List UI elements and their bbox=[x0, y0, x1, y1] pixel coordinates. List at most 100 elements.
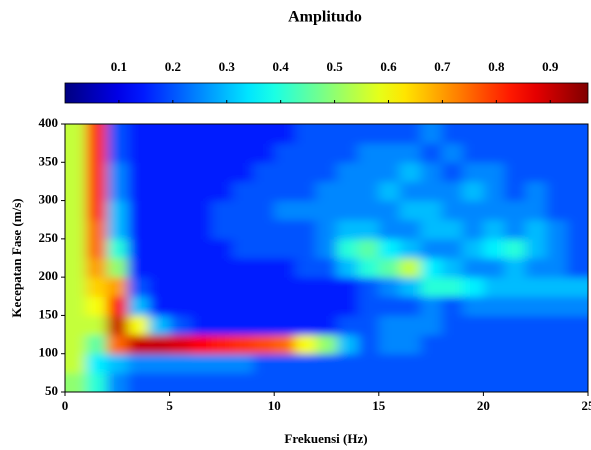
heatmap-cell bbox=[336, 124, 359, 144]
heatmap-cell bbox=[504, 200, 526, 221]
heatmap-cell bbox=[211, 315, 233, 336]
heatmap-cell bbox=[65, 277, 87, 297]
heatmap-cell bbox=[336, 219, 359, 240]
heatmap-cell bbox=[274, 200, 296, 221]
heatmap-cell bbox=[295, 162, 317, 182]
heatmap-cell bbox=[106, 200, 129, 221]
heatmap-cell bbox=[106, 296, 129, 316]
heatmap-cell bbox=[504, 181, 526, 202]
heatmap-cell bbox=[295, 143, 317, 163]
heatmap-cell bbox=[232, 124, 254, 144]
heatmap-cell bbox=[85, 162, 108, 182]
heatmap-cell bbox=[504, 315, 526, 336]
heatmap-cell bbox=[483, 296, 505, 316]
heatmap-cell bbox=[211, 296, 233, 316]
heatmap-cell bbox=[525, 315, 547, 336]
heatmap-cell bbox=[420, 200, 443, 221]
heatmap-cell bbox=[399, 372, 422, 392]
heatmap-cell bbox=[190, 353, 212, 374]
heatmap-cell bbox=[546, 124, 568, 144]
heatmap-cell bbox=[399, 181, 422, 202]
heatmap-cell bbox=[253, 238, 275, 259]
heatmap-cell bbox=[232, 162, 254, 182]
heatmap-cell bbox=[106, 258, 129, 278]
heatmap-cell bbox=[85, 258, 108, 278]
heatmap-cell bbox=[316, 200, 338, 221]
heatmap-cell bbox=[546, 162, 568, 182]
heatmap-cell bbox=[169, 296, 192, 316]
heatmap-cell bbox=[420, 296, 443, 316]
heatmap-cell bbox=[148, 315, 171, 336]
heatmap-cell bbox=[399, 353, 422, 374]
heatmap-cell bbox=[357, 315, 380, 336]
heatmap-cell bbox=[85, 200, 108, 221]
heatmap-cell bbox=[316, 334, 338, 355]
heatmap-cell bbox=[295, 200, 317, 221]
heatmap-cell bbox=[274, 277, 296, 297]
heatmap-cell bbox=[462, 219, 484, 240]
heatmap-cell bbox=[504, 219, 526, 240]
heatmap-cell bbox=[336, 372, 359, 392]
heatmap-cell bbox=[336, 315, 359, 336]
heatmap-cell bbox=[211, 277, 233, 297]
heatmap-cell bbox=[232, 315, 254, 336]
heatmap-cell bbox=[190, 162, 212, 182]
heatmap-cell bbox=[441, 143, 463, 163]
heatmap-cell bbox=[274, 258, 296, 278]
heatmap-cell bbox=[504, 238, 526, 259]
heatmap-cell bbox=[357, 372, 380, 392]
heatmap-cell bbox=[127, 315, 150, 336]
heatmap-cell bbox=[462, 238, 484, 259]
heatmap-cell bbox=[567, 334, 588, 355]
heatmap-cell bbox=[316, 372, 338, 392]
colorbar-tick-label: 0.6 bbox=[380, 59, 397, 74]
heatmap-cell bbox=[253, 334, 275, 355]
heatmap-cell bbox=[127, 277, 150, 297]
heatmap-cell bbox=[462, 372, 484, 392]
heatmap-cell bbox=[148, 372, 171, 392]
heatmap-cell bbox=[211, 181, 233, 202]
heatmap-cell bbox=[274, 162, 296, 182]
heatmap-cell bbox=[546, 238, 568, 259]
heatmap-cell bbox=[420, 372, 443, 392]
heatmap-cell bbox=[483, 181, 505, 202]
heatmap-cell bbox=[190, 181, 212, 202]
heatmap-cell bbox=[253, 143, 275, 163]
heatmap-cell bbox=[85, 124, 108, 144]
heatmap-cell bbox=[357, 277, 380, 297]
heatmap bbox=[65, 124, 588, 392]
heatmap-cell bbox=[106, 372, 129, 392]
heatmap-cell bbox=[106, 277, 129, 297]
heatmap-cell bbox=[441, 181, 463, 202]
heatmap-cell bbox=[85, 219, 108, 240]
heatmap-cell bbox=[483, 143, 505, 163]
heatmap-cell bbox=[378, 200, 401, 221]
heatmap-cell bbox=[336, 162, 359, 182]
heatmap-cell bbox=[295, 372, 317, 392]
heatmap-cell bbox=[525, 372, 547, 392]
heatmap-cell bbox=[65, 124, 87, 144]
heatmap-cell bbox=[295, 353, 317, 374]
heatmap-cell bbox=[504, 277, 526, 297]
heatmap-cell bbox=[65, 238, 87, 259]
heatmap-cell bbox=[525, 334, 547, 355]
heatmap-cell bbox=[567, 277, 588, 297]
heatmap-cell bbox=[420, 238, 443, 259]
heatmap-cell bbox=[525, 162, 547, 182]
heatmap-cell bbox=[399, 238, 422, 259]
heatmap-cell bbox=[546, 334, 568, 355]
heatmap-cell bbox=[546, 315, 568, 336]
heatmap-cell bbox=[106, 124, 129, 144]
heatmap-cell bbox=[65, 372, 87, 392]
heatmap-cell bbox=[85, 238, 108, 259]
heatmap-cell bbox=[127, 181, 150, 202]
heatmap-cell bbox=[169, 238, 192, 259]
heatmap-cell bbox=[274, 219, 296, 240]
heatmap-cell bbox=[462, 200, 484, 221]
heatmap-cell bbox=[546, 143, 568, 163]
heatmap-cell bbox=[169, 277, 192, 297]
heatmap-cell bbox=[127, 162, 150, 182]
heatmap-cell bbox=[65, 296, 87, 316]
x-tick-label: 20 bbox=[477, 398, 490, 413]
heatmap-cell bbox=[190, 238, 212, 259]
